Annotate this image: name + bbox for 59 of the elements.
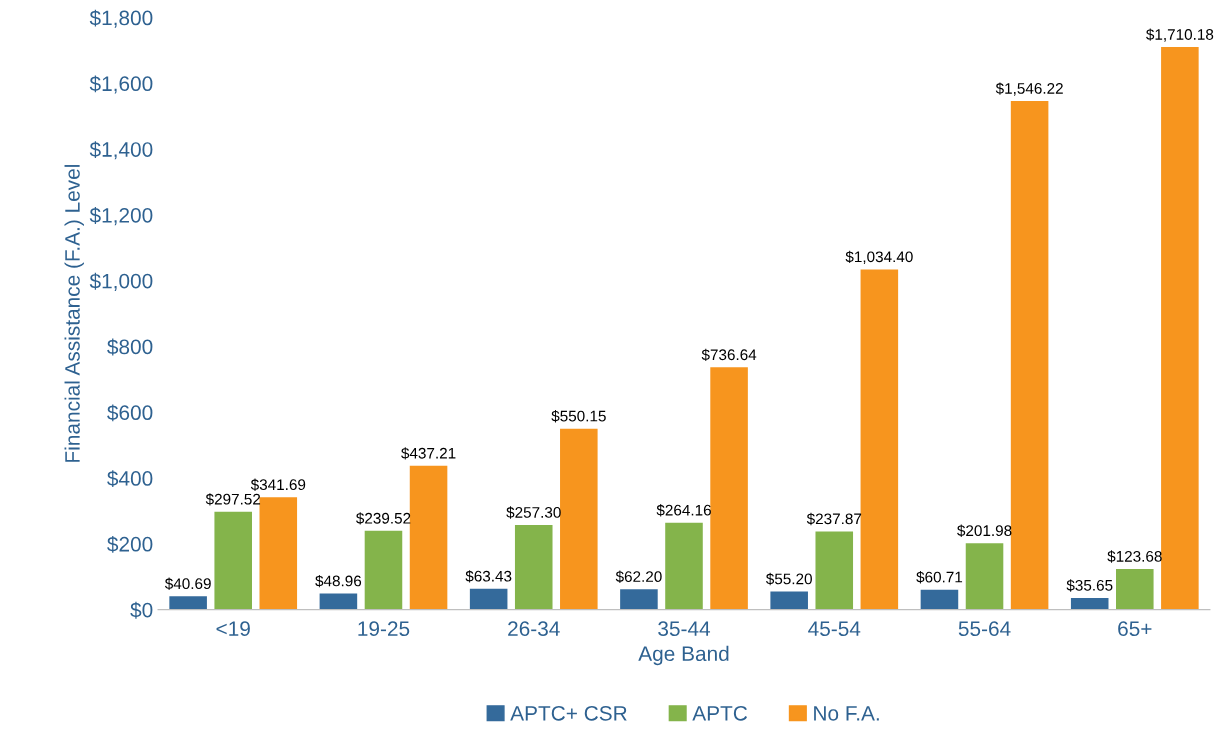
data-label: $63.43	[465, 570, 512, 583]
bar	[514, 525, 553, 610]
bar	[319, 593, 358, 610]
y-tick-label: $0	[130, 601, 153, 619]
data-label: $297.52	[205, 493, 261, 506]
data-label: $1,710.18	[1146, 28, 1214, 42]
y-axis-title: Financial Assistance (F.A.) Level	[64, 165, 84, 462]
bar	[710, 367, 748, 610]
data-label: $60.71	[916, 571, 963, 584]
y-tick-label: $200	[107, 535, 153, 553]
bar	[560, 428, 598, 610]
y-tick-label: $1,000	[89, 272, 153, 291]
bar	[364, 530, 403, 610]
data-label: $40.69	[164, 577, 211, 590]
bar	[1161, 47, 1199, 610]
x-tick-label: 26-34	[508, 621, 560, 637]
data-label: $35.65	[1066, 579, 1113, 592]
y-tick-label: $1,600	[89, 75, 153, 94]
x-tick-label: 35-44	[658, 621, 711, 637]
y-tick-label: $800	[107, 338, 153, 356]
y-tick-label: $1,200	[89, 207, 153, 226]
bar	[469, 588, 508, 610]
legend-label: APTC	[692, 705, 748, 721]
data-label: $62.20	[615, 570, 662, 583]
bar	[965, 543, 1004, 610]
data-label: $1,034.40	[845, 250, 913, 265]
bar	[1070, 597, 1109, 610]
data-label: $550.15	[551, 410, 606, 423]
bar	[259, 497, 298, 610]
x-tick-label: <19	[216, 621, 250, 637]
bar	[1116, 568, 1154, 610]
bar	[1010, 101, 1049, 610]
bar	[620, 589, 658, 610]
bar	[920, 589, 959, 610]
data-label: $48.96	[315, 574, 362, 588]
bar	[169, 596, 207, 610]
y-tick-label: $400	[107, 470, 153, 488]
x-axis-title: Age Band	[638, 645, 729, 666]
bar	[860, 269, 899, 610]
x-tick-label: 55-64	[958, 621, 1011, 637]
y-tick-label: $1,400	[89, 141, 153, 160]
bar	[815, 531, 854, 610]
data-label: $736.64	[701, 348, 757, 362]
bar	[770, 591, 808, 610]
legend-label: APTC+ CSR	[510, 705, 627, 721]
legend-label: No F.A.	[814, 706, 879, 721]
data-label: $341.69	[250, 478, 306, 491]
data-label: $237.87	[806, 512, 862, 526]
x-tick-label: 65+	[1118, 621, 1152, 637]
data-label: $437.21	[401, 447, 456, 460]
x-tick-label: 45-54	[808, 621, 861, 637]
bar	[409, 465, 448, 610]
y-tick-label: $1,800	[89, 9, 153, 28]
bar	[665, 522, 703, 610]
x-tick-label: 19-25	[358, 621, 410, 637]
y-tick-label: $600	[107, 404, 153, 422]
data-label: $1,546.22	[995, 82, 1063, 96]
bar	[214, 511, 252, 610]
data-label: $55.20	[765, 572, 812, 586]
